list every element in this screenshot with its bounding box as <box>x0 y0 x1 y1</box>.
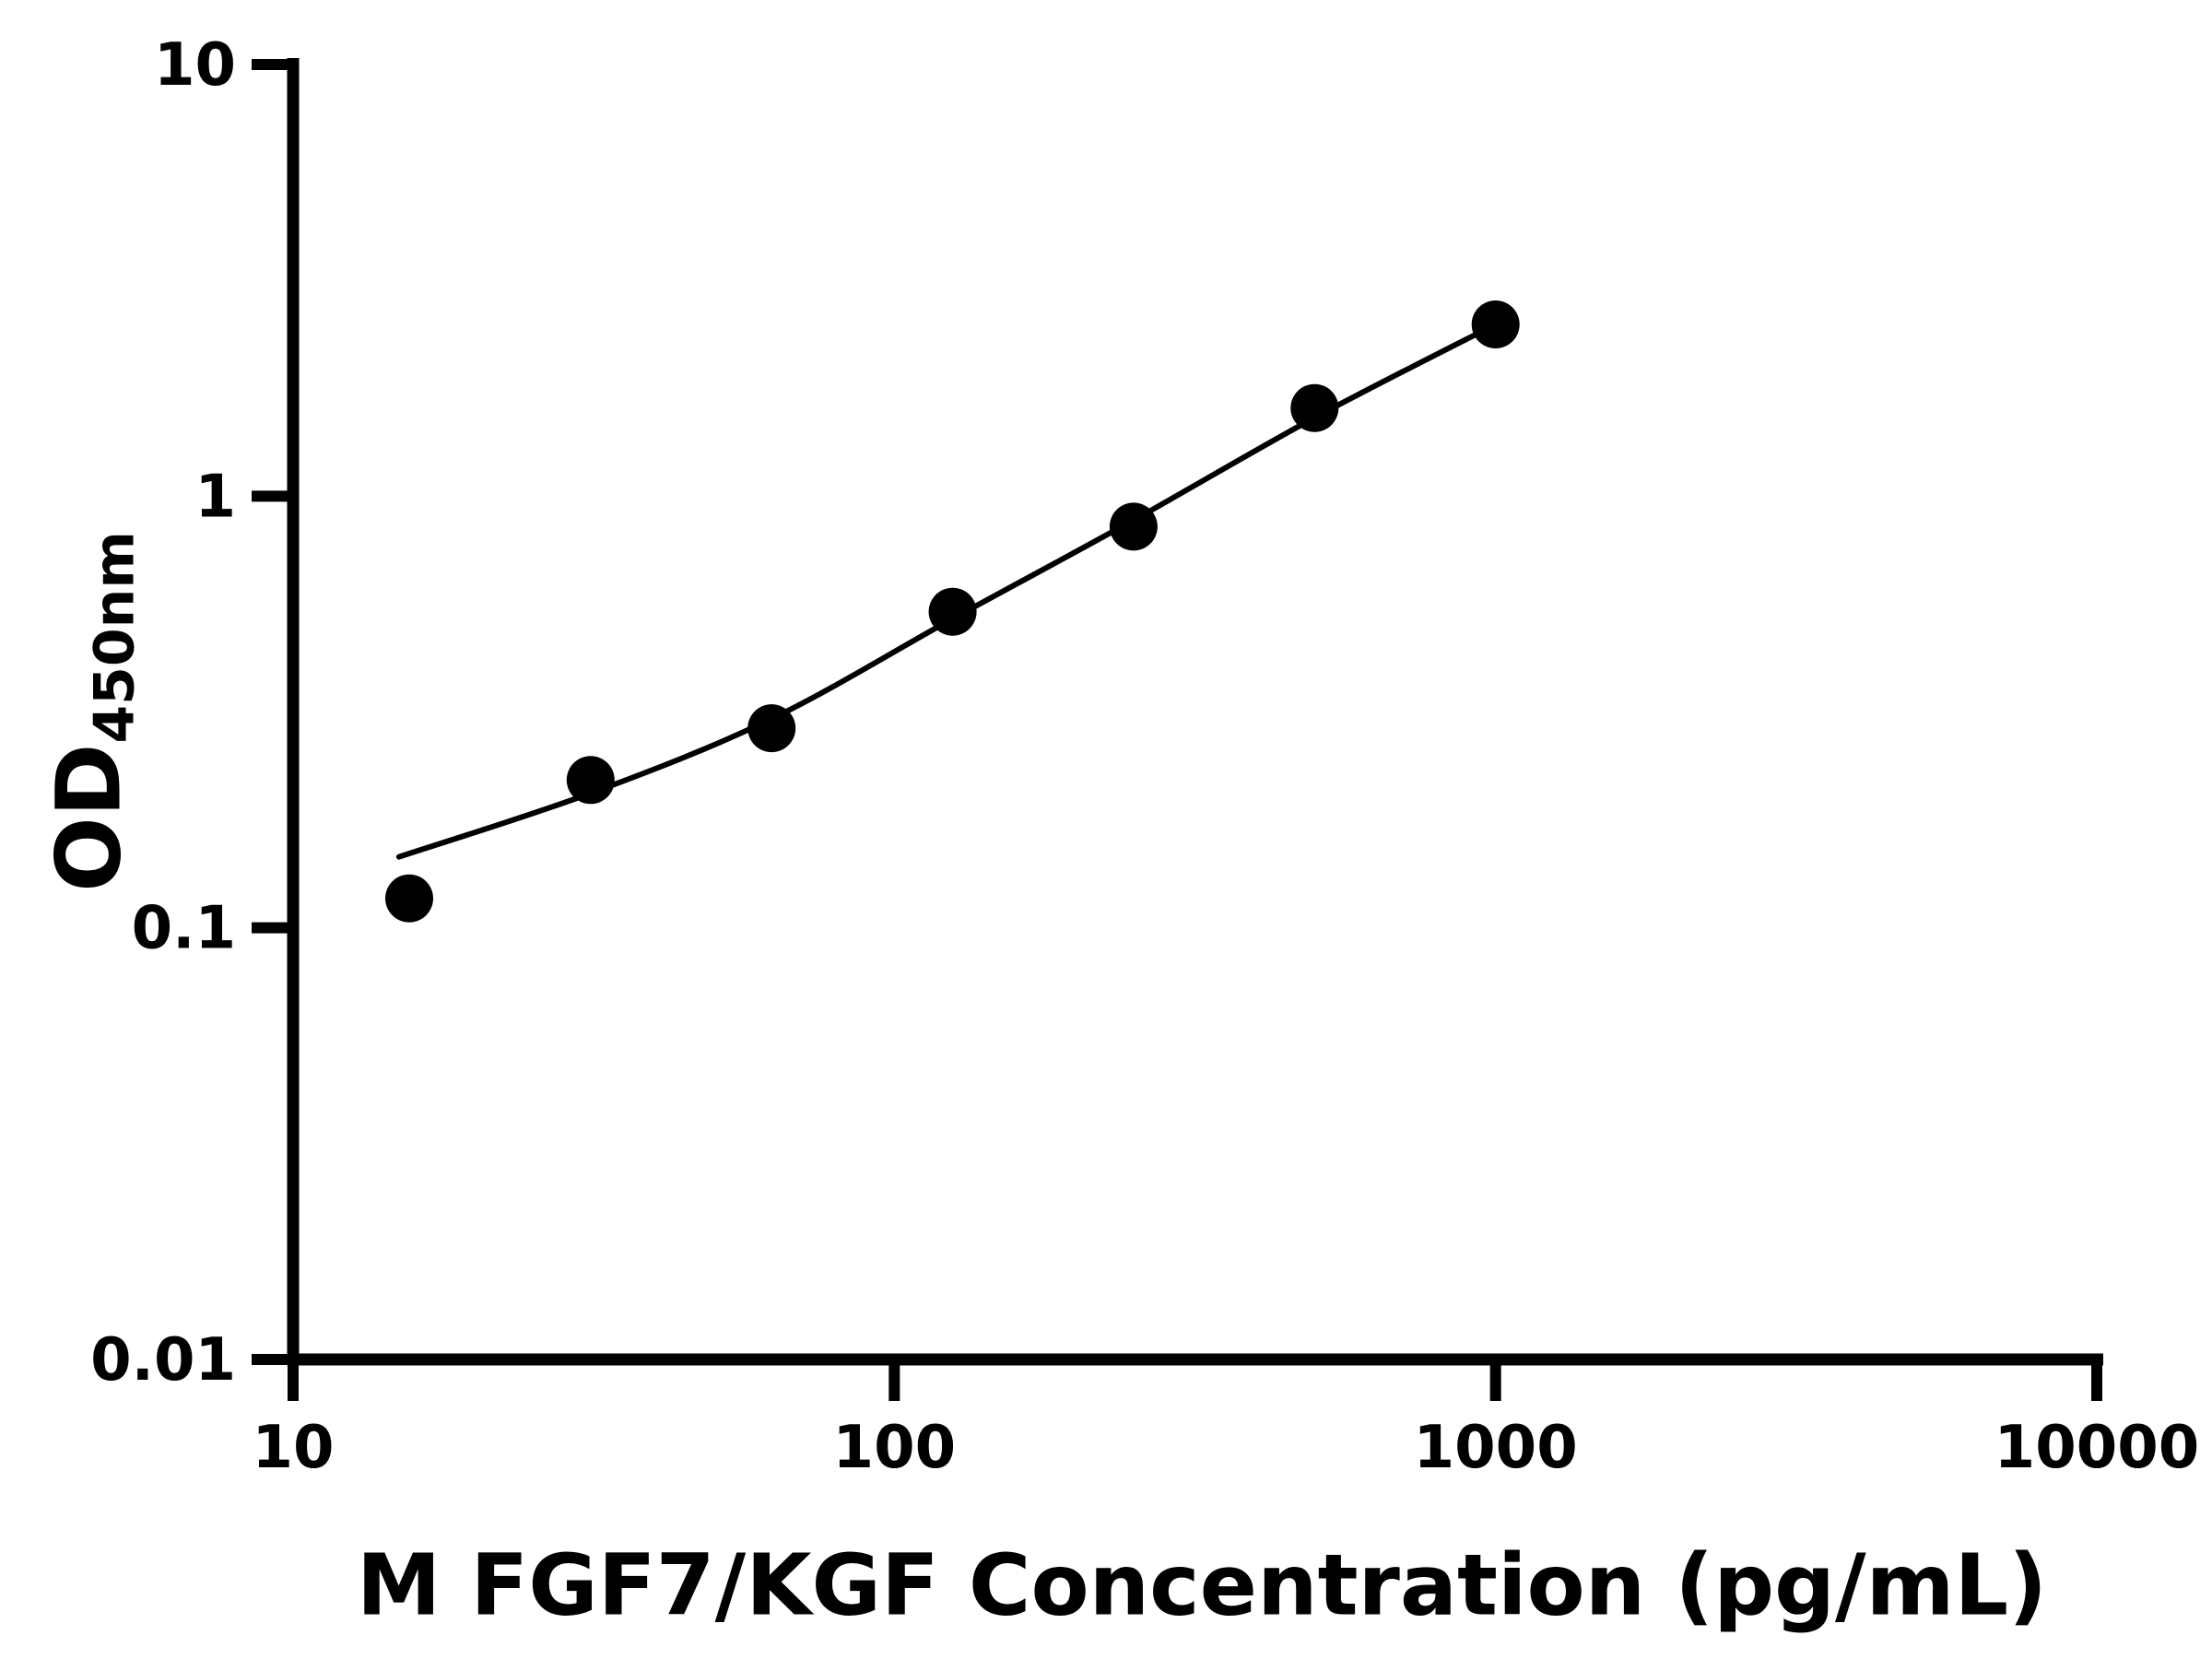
y-axis-title-main: OD <box>37 743 141 892</box>
data-point <box>747 704 796 753</box>
axis-spines <box>287 58 2103 1366</box>
x-tick-label: 10 <box>252 1414 334 1482</box>
x-tick-label: 100 <box>833 1414 957 1482</box>
data-point <box>1290 383 1339 432</box>
data-point <box>566 756 615 805</box>
y-tick-label: 0.1 <box>132 895 236 963</box>
x-tick-label: 1000 <box>1414 1414 1578 1482</box>
y-axis-title-subscript: 450nm <box>82 531 147 744</box>
y-tick-label: 1 <box>194 463 236 531</box>
data-point <box>928 587 977 636</box>
x-tick-label: 10000 <box>1994 1414 2200 1482</box>
data-point <box>1471 300 1520 348</box>
y-axis-title: OD450nm <box>38 531 147 892</box>
data-point <box>1109 502 1158 551</box>
data-point <box>385 874 433 923</box>
y-tick-label: 0.01 <box>90 1326 236 1394</box>
x-axis-title: M FGF7/KGF Concentration (pg/mL) <box>356 1535 2048 1635</box>
y-tick-label: 10 <box>154 31 236 100</box>
